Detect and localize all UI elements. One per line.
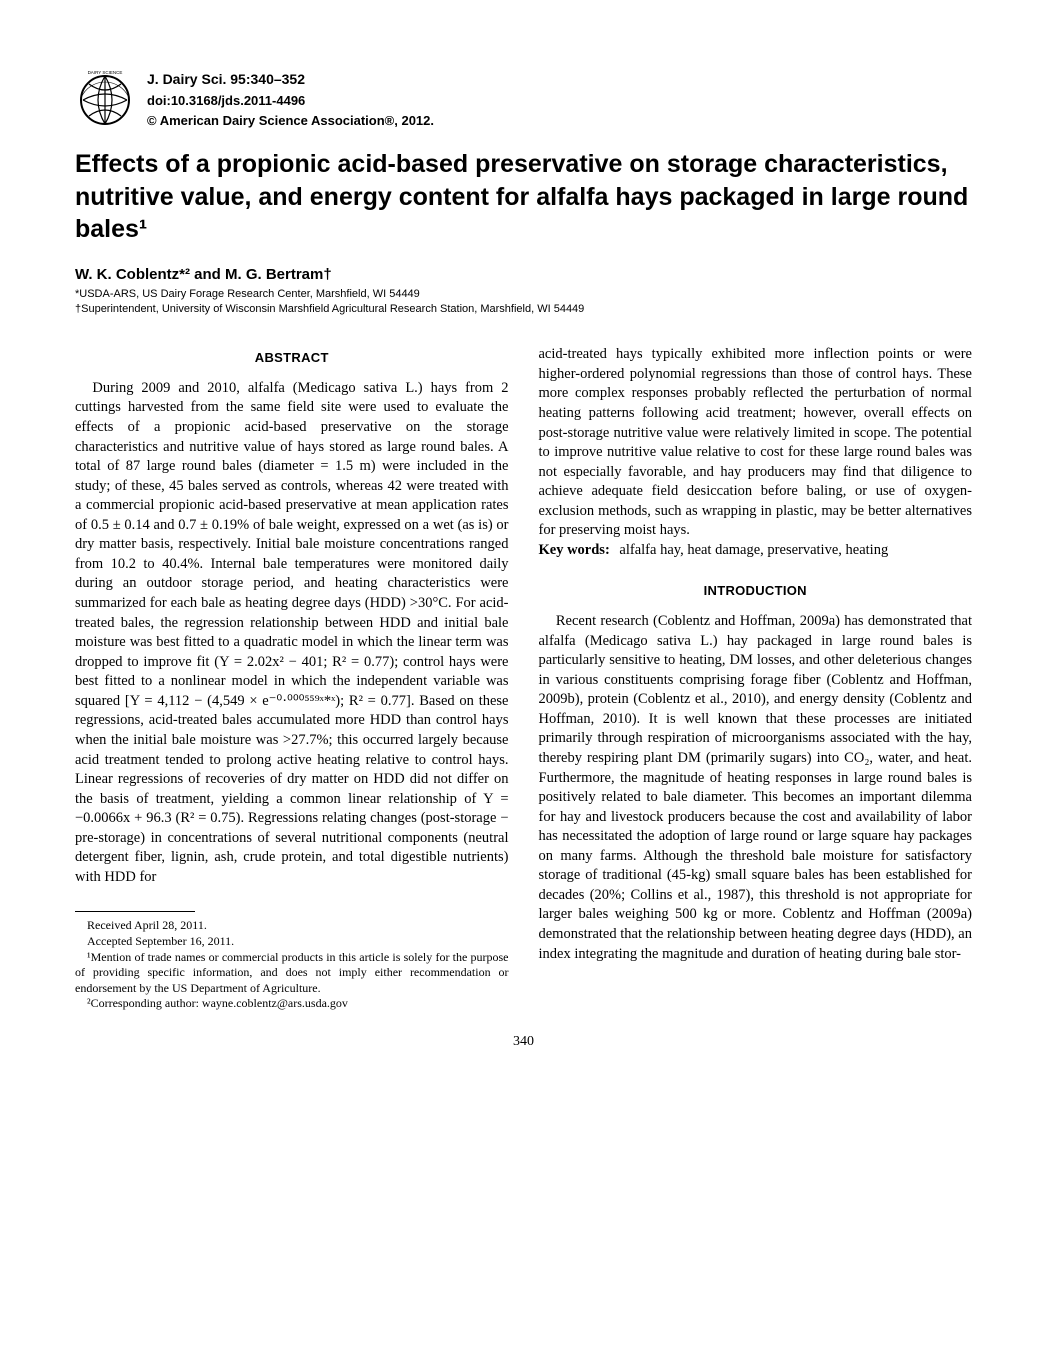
svg-text:DAIRY SCIENCE: DAIRY SCIENCE <box>88 70 123 75</box>
footnote-separator <box>75 911 195 912</box>
article-title: Effects of a propionic acid-based preser… <box>75 148 972 246</box>
keywords: Key words: alfalfa hay, heat damage, pre… <box>539 541 973 561</box>
affiliation-1: *USDA-ARS, US Dairy Forage Research Cent… <box>75 287 972 302</box>
authors: W. K. Coblentz*² and M. G. Bertram† <box>75 264 972 285</box>
footnotes: Received April 28, 2011. Accepted Septem… <box>75 918 509 1012</box>
globe-logo-icon: DAIRY SCIENCE <box>75 70 135 130</box>
abstract-text: During 2009 and 2010, alfalfa (Medicago … <box>75 379 509 888</box>
left-column: ABSTRACT During 2009 and 2010, alfalfa (… <box>75 345 509 1012</box>
journal-copyright: © American Dairy Science Association®, 2… <box>147 112 434 130</box>
abstract-continuation: acid-treated hays typically exhibited mo… <box>539 345 973 541</box>
two-column-body: ABSTRACT During 2009 and 2010, alfalfa (… <box>75 345 972 1012</box>
journal-citation: J. Dairy Sci. 95:340–352 <box>147 70 434 90</box>
footnote-accepted: Accepted September 16, 2011. <box>75 934 509 950</box>
right-column: acid-treated hays typically exhibited mo… <box>539 345 973 1012</box>
page-number: 340 <box>75 1032 972 1052</box>
journal-logo: DAIRY SCIENCE <box>75 70 135 130</box>
keywords-label: Key words: <box>539 542 610 558</box>
affiliations: *USDA-ARS, US Dairy Forage Research Cent… <box>75 287 972 318</box>
footnote-received: Received April 28, 2011. <box>75 918 509 934</box>
abstract-heading: ABSTRACT <box>75 349 509 367</box>
introduction-heading: INTRODUCTION <box>539 582 973 600</box>
footnote-corresponding: ²Corresponding author: wayne.coblentz@ar… <box>75 996 509 1012</box>
affiliation-2: †Superintendent, University of Wisconsin… <box>75 302 972 317</box>
keywords-text: alfalfa hay, heat damage, preservative, … <box>613 542 888 558</box>
footnote-disclaimer: ¹Mention of trade names or commercial pr… <box>75 950 509 997</box>
journal-header: DAIRY SCIENCE J. Dairy Sci. 95:340–352 d… <box>75 70 972 130</box>
introduction-text: Recent research (Coblentz and Hoffman, 2… <box>539 612 973 964</box>
journal-info: J. Dairy Sci. 95:340–352 doi:10.3168/jds… <box>147 70 434 130</box>
journal-doi: doi:10.3168/jds.2011-4496 <box>147 92 434 110</box>
